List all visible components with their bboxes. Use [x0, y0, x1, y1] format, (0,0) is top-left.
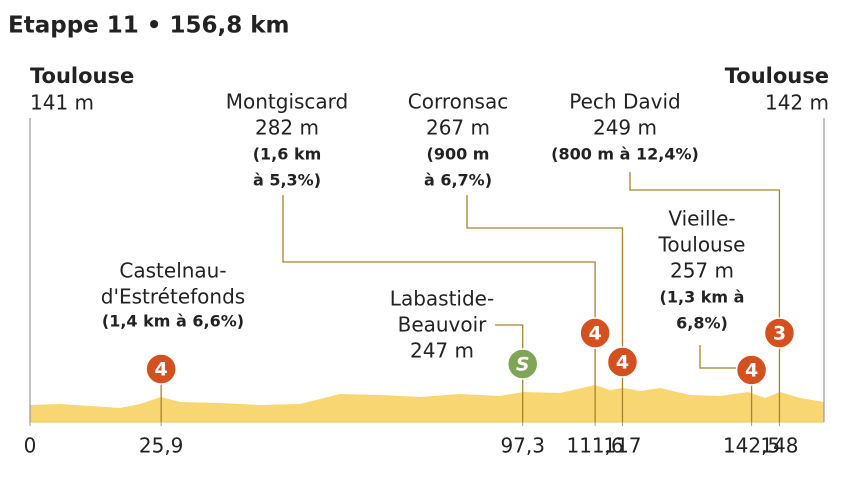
connector [699, 345, 737, 369]
point-name: Castelnau- [119, 259, 226, 283]
point-altitude: 249 m [593, 116, 657, 140]
title: Etappe 11 • 156,8 km [8, 13, 290, 39]
point-altitude: 282 m [255, 116, 319, 140]
x-tick-label: 148 [760, 434, 798, 458]
connector [495, 324, 524, 349]
point-altitude: 257 m [670, 259, 734, 283]
connector [282, 195, 596, 318]
point-name: Corronsac [408, 90, 508, 114]
point-marker [606, 346, 639, 378]
point-name: Beauvoir [398, 313, 488, 337]
marker-label: 4 [155, 359, 168, 381]
x-tick-label: 111,6 [566, 434, 623, 458]
x-tick-label: 25,9 [139, 434, 184, 458]
point-name: Vieille- [668, 207, 735, 231]
point-detail: (800 m à 12,4%) [551, 145, 699, 164]
point-name: Labastide- [390, 287, 494, 311]
connector [629, 172, 781, 318]
start-altitude: 141 m [30, 91, 94, 115]
marker-label: 4 [616, 352, 629, 374]
point-altitude: 247 m [410, 339, 474, 363]
x-tick-label: 0 [24, 434, 37, 458]
point-detail: (1,4 km à 6,6%) [102, 312, 244, 331]
point-name: Toulouse [658, 233, 746, 257]
finish-name: Toulouse [725, 64, 829, 88]
point-detail: à 6,7%) [424, 171, 492, 190]
elevation-profile [30, 385, 824, 422]
x-tick-label: 142,5 [723, 434, 780, 458]
point-name: d'Estrétefonds [101, 285, 245, 309]
x-tick-label: 117 [603, 434, 641, 458]
point-altitude: 267 m [426, 116, 490, 140]
point-name: Pech David [569, 90, 680, 114]
point-marker [506, 348, 539, 380]
marker-label: 4 [589, 323, 602, 345]
connector [466, 195, 624, 347]
x-tick-label: 97,3 [500, 434, 545, 458]
point-marker [735, 354, 768, 386]
point-detail: 6,8%) [676, 314, 728, 333]
point-marker [763, 317, 796, 349]
start-name: Toulouse [30, 64, 134, 88]
marker-label: 3 [773, 323, 786, 345]
point-name: Montgiscard [226, 90, 349, 114]
point-detail: à 5,3%) [253, 171, 321, 190]
point-detail: (1,3 km à [660, 288, 745, 307]
marker-label: 4 [745, 360, 758, 382]
point-detail: (900 m [427, 145, 490, 164]
marker-label: S [516, 354, 530, 376]
point-marker [579, 317, 611, 349]
point-marker [145, 353, 177, 385]
finish-altitude: 142 m [765, 91, 829, 115]
point-detail: (1,6 km [253, 145, 322, 164]
